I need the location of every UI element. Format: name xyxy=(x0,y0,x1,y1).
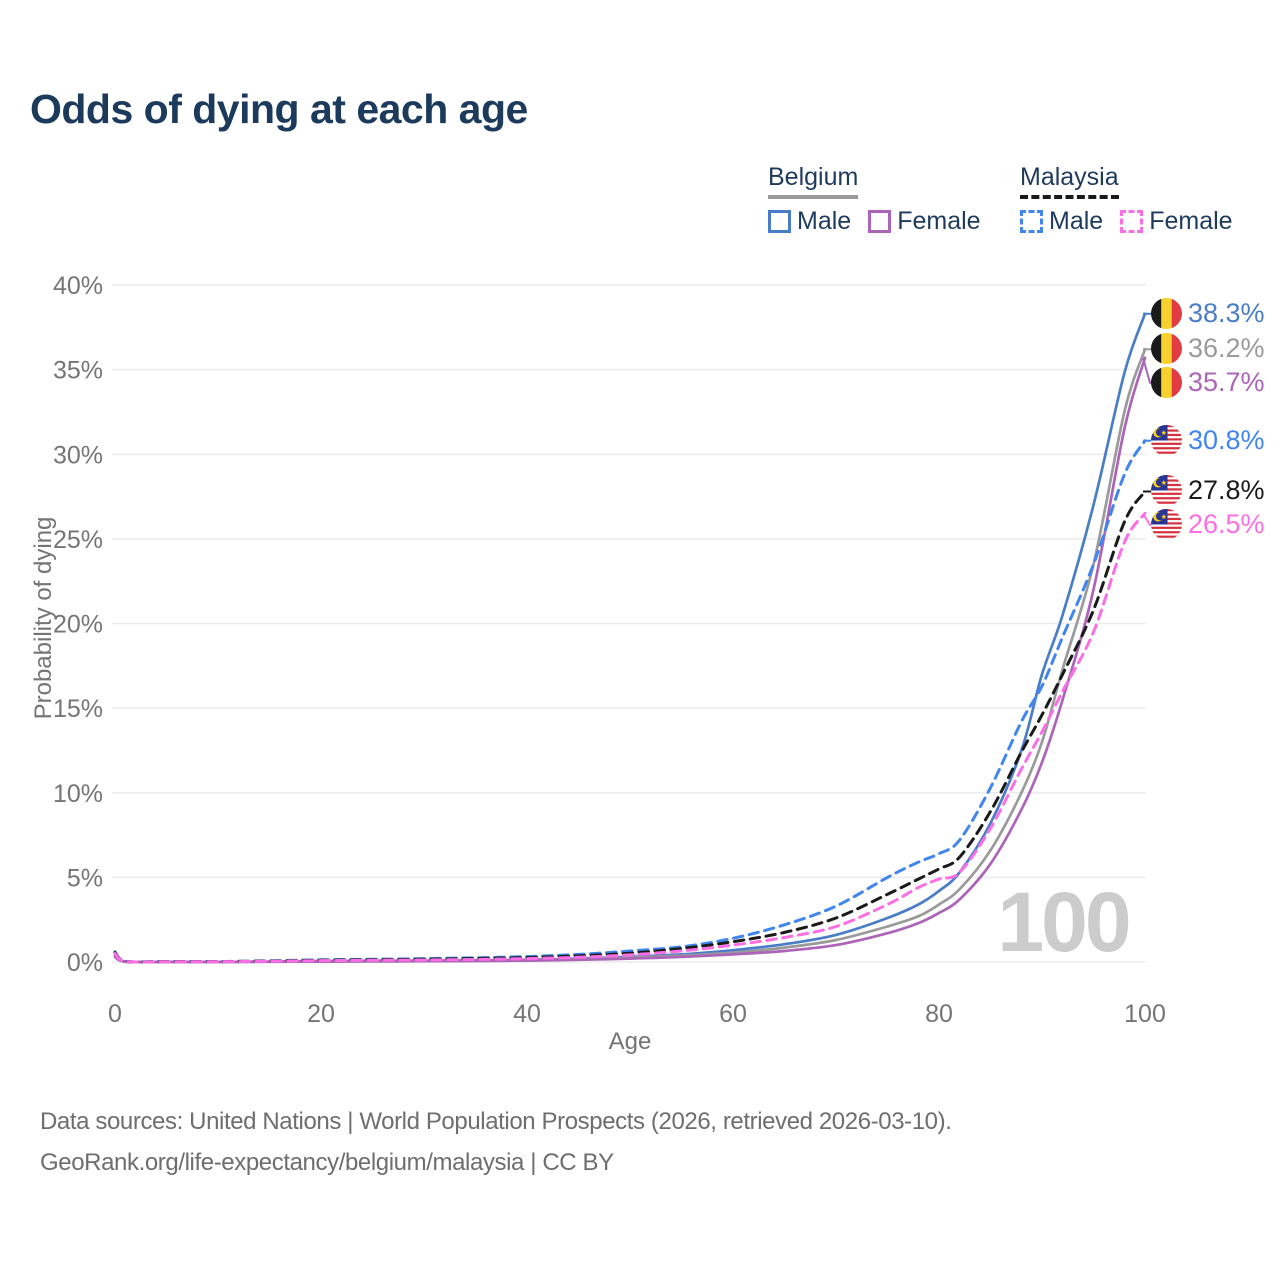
end-label-value: 30.8% xyxy=(1188,424,1265,455)
belgium-flag-icon xyxy=(1151,333,1182,365)
legend-item-malaysia-female[interactable]: Female xyxy=(1120,207,1233,236)
y-tick-label: 20% xyxy=(53,611,103,639)
legend-country-malaysia[interactable]: Malaysia xyxy=(1020,163,1119,199)
legend-swatch-icon xyxy=(768,210,791,233)
legend-items-belgium: Male Female xyxy=(768,207,981,236)
legend-country-belgium[interactable]: Belgium xyxy=(768,163,859,199)
y-tick-label: 5% xyxy=(67,864,103,892)
belgium-flag-icon xyxy=(1151,366,1182,398)
end-label-malaysia-male: 30.8% xyxy=(1151,424,1265,456)
footer-sources: Data sources: United Nations | World Pop… xyxy=(40,1108,952,1135)
page-title: Odds of dying at each age xyxy=(30,86,528,132)
y-tick-label: 25% xyxy=(53,526,103,554)
series-line-belgium-both-sexes xyxy=(113,347,1147,964)
legend-items-malaysia: Male Female xyxy=(1020,207,1233,236)
malaysia-flag-icon xyxy=(1151,424,1182,456)
end-label-belgium-male: 38.3% xyxy=(1151,297,1265,329)
y-tick-label: 0% xyxy=(67,949,103,977)
footer-attribution: GeoRank.org/life-expectancy/belgium/mala… xyxy=(40,1149,614,1176)
y-tick-label: 30% xyxy=(53,441,103,469)
y-tick-label: 15% xyxy=(53,695,103,723)
x-tick-label: 100 xyxy=(1124,1000,1166,1028)
legend-item-malaysia-male[interactable]: Male xyxy=(1020,207,1103,236)
y-tick-label: 10% xyxy=(53,780,103,808)
y-axis-title: Probability of dying xyxy=(30,516,57,720)
end-label-value: 35.7% xyxy=(1188,366,1265,397)
series-line-belgium-female xyxy=(113,356,1147,964)
legend-group-malaysia: Malaysia Male Female xyxy=(1020,163,1233,236)
end-label-malaysia-both-sexes: 27.8% xyxy=(1151,475,1265,507)
x-tick-label: 0 xyxy=(108,1000,122,1028)
legend-item-belgium-male[interactable]: Male xyxy=(768,207,851,236)
legend-item-belgium-female[interactable]: Female xyxy=(868,207,981,236)
belgium-flag-icon xyxy=(1151,297,1182,329)
end-label-malaysia-female: 26.5% xyxy=(1151,508,1265,540)
series-line-malaysia-both-sexes xyxy=(113,490,1147,964)
end-label-belgium-female: 35.7% xyxy=(1151,366,1265,398)
x-tick-label: 80 xyxy=(925,1000,953,1028)
x-axis-title: Age xyxy=(608,1028,652,1055)
legend-item-label: Female xyxy=(1149,207,1233,235)
malaysia-flag-icon xyxy=(1151,508,1182,540)
legend-swatch-icon xyxy=(868,210,892,233)
legend-swatch-icon xyxy=(1020,210,1043,233)
series-line-malaysia-male xyxy=(113,439,1147,964)
end-label-value: 26.5% xyxy=(1188,508,1265,539)
malaysia-flag-icon xyxy=(1151,475,1182,507)
age-watermark: 100 xyxy=(997,875,1131,969)
x-tick-label: 60 xyxy=(719,1000,747,1028)
legend-swatch-icon xyxy=(1120,210,1144,233)
end-label-value: 27.8% xyxy=(1188,475,1265,506)
legend-item-label: Male xyxy=(797,207,852,235)
x-tick-label: 40 xyxy=(513,1000,541,1028)
y-tick-label: 35% xyxy=(53,357,103,385)
legend-item-label: Male xyxy=(1049,207,1104,235)
end-label-value: 36.2% xyxy=(1188,333,1265,364)
y-tick-label: 40% xyxy=(53,272,103,300)
end-label-value: 38.3% xyxy=(1188,297,1265,328)
end-label-belgium-both-sexes: 36.2% xyxy=(1151,333,1265,365)
x-tick-label: 20 xyxy=(307,1000,335,1028)
legend-group-belgium: Belgium Male Female xyxy=(768,163,981,236)
legend-item-label: Female xyxy=(897,207,981,235)
series-line-malaysia-female xyxy=(113,512,1147,964)
